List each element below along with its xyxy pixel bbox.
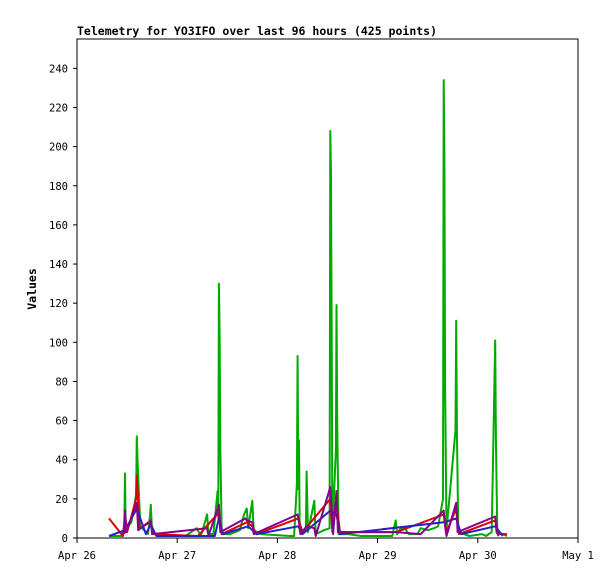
- x-tick-label-3: Apr 29: [359, 550, 397, 562]
- series-line-3: [123, 486, 500, 537]
- y-tick-label-0: 0: [62, 533, 68, 545]
- x-tick-label-1: Apr 27: [158, 550, 196, 562]
- y-axis-label: Values: [25, 268, 39, 310]
- series-layer: [108, 79, 508, 537]
- y-axis: 0 20 40 60 80 100 120 140 160 180 200 220 240: [49, 63, 77, 545]
- y-tick-label-3: 60: [55, 416, 68, 428]
- chart-title: Telemetry for YO3IFO over last 96 hours …: [77, 24, 437, 38]
- y-tick-label-8: 160: [49, 220, 68, 232]
- y-tick-label-6: 120: [49, 298, 68, 310]
- y-tick-label-4: 80: [55, 376, 68, 388]
- y-tick-label-11: 220: [49, 102, 68, 114]
- x-tick-label-4: Apr 30: [459, 550, 497, 562]
- x-axis: Apr 26 Apr 27 Apr 28 Apr 29 Apr 30 May 1: [58, 538, 594, 562]
- y-tick-label-9: 180: [49, 181, 68, 193]
- x-tick-label-5: May 1: [562, 550, 594, 562]
- plot-area: [76, 38, 579, 539]
- y-tick-label-1: 20: [55, 494, 68, 506]
- y-tick-label-5: 100: [49, 337, 68, 349]
- y-tick-label-12: 240: [49, 63, 68, 75]
- x-tick-label-0: Apr 26: [58, 550, 96, 562]
- y-tick-label-10: 200: [49, 142, 68, 154]
- y-tick-label-7: 140: [49, 259, 68, 271]
- y-tick-label-2: 40: [55, 455, 68, 467]
- x-tick-label-2: Apr 28: [258, 550, 296, 562]
